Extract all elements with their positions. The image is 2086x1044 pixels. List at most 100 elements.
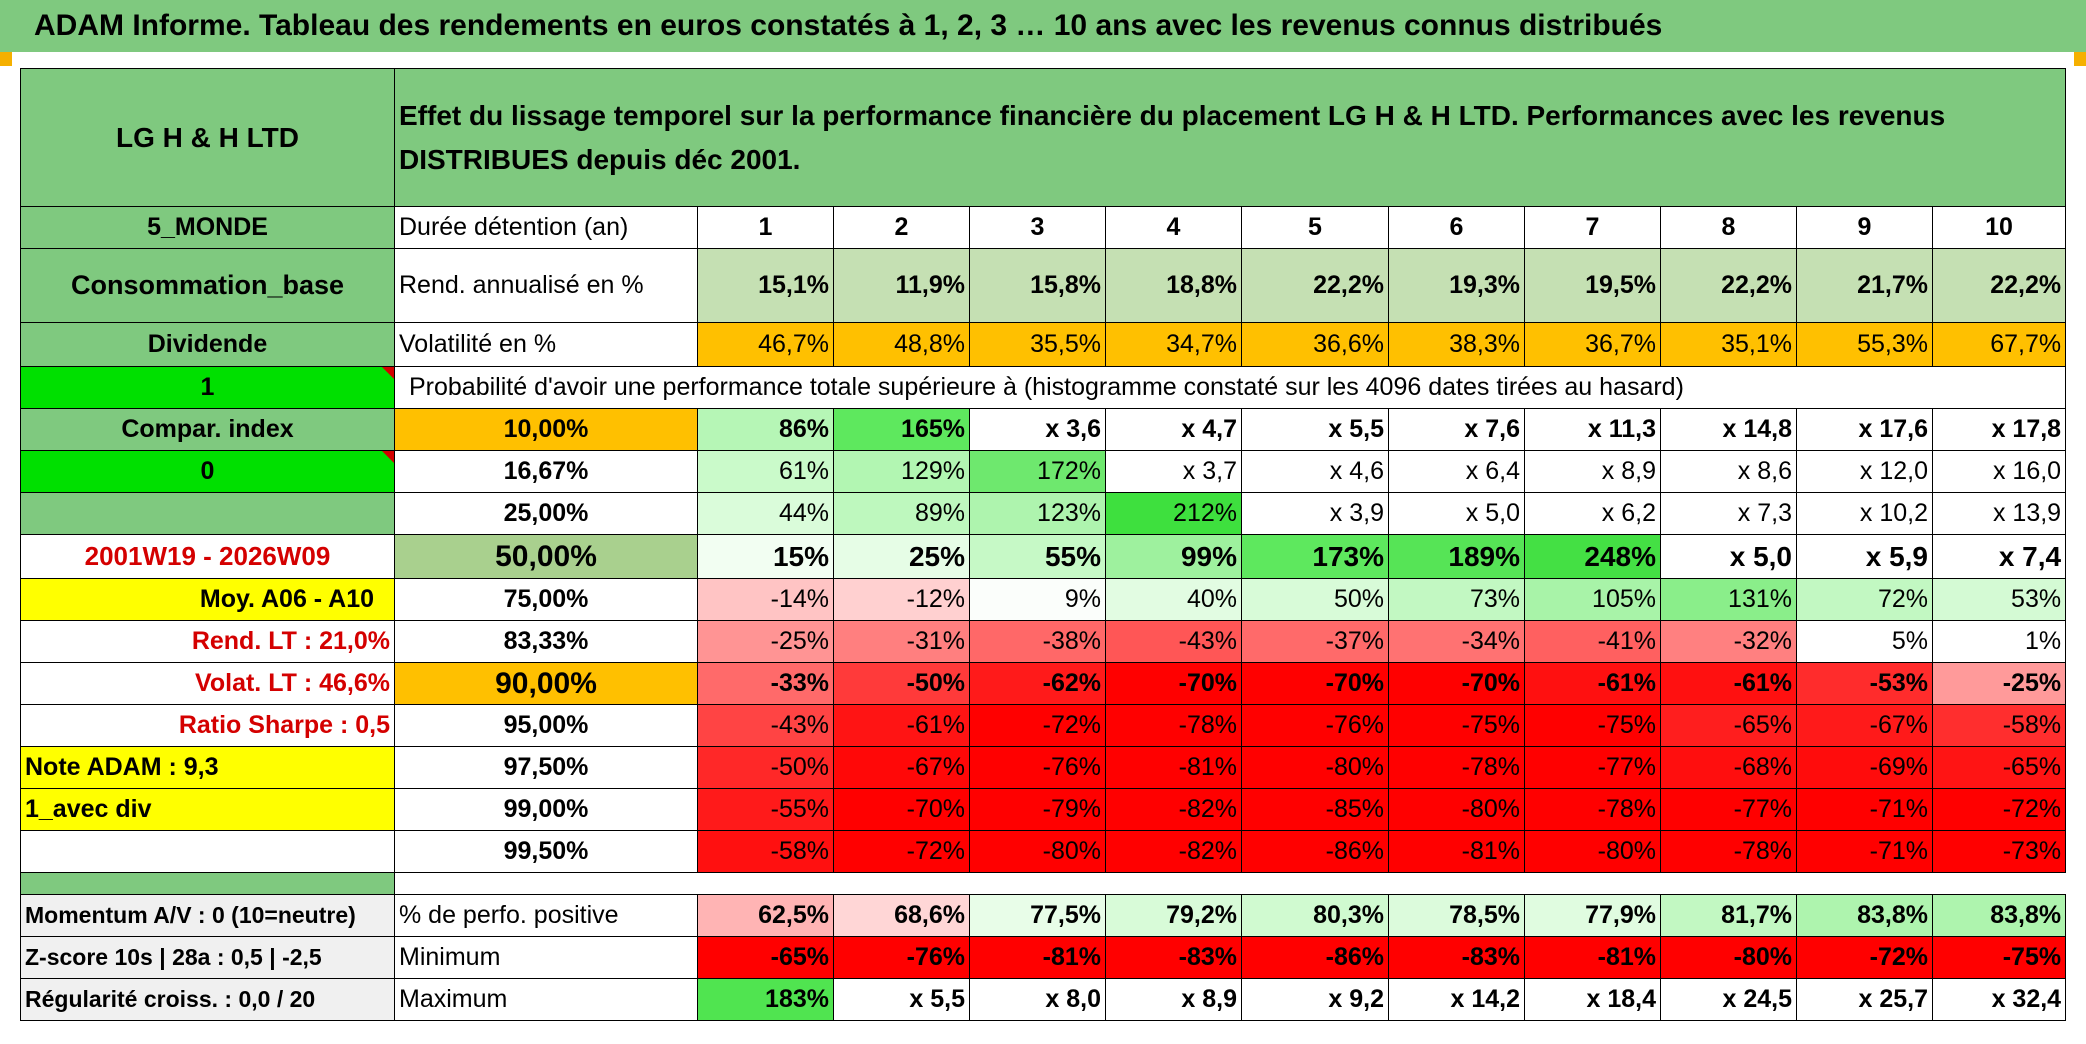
percentile-cell: x 3,9 (1241, 492, 1389, 535)
dividend-label: Dividende (20, 322, 395, 367)
positive-label: % de perfo. positive (394, 894, 698, 937)
positive-cell: 79,2% (1105, 894, 1242, 937)
percentile-cell: 40% (1105, 578, 1242, 621)
percentile-cell: -58% (1931, 704, 2067, 747)
percentile-cell: 172% (969, 450, 1106, 493)
rend-label: Rend. annualisé en % (394, 248, 698, 323)
performance-sheet: LG H & H LTD Effet du lissage temporel s… (20, 68, 2067, 1030)
percentile-cell: -70% (833, 788, 970, 831)
percentile-cell: -58% (697, 830, 834, 873)
maximum-cell: x 25,7 (1796, 978, 1933, 1021)
vol-cell-9: 55,3% (1796, 322, 1933, 367)
percentile-label: 10,00% (394, 408, 698, 451)
vol-cell-5: 36,6% (1241, 322, 1389, 367)
zero-cell[interactable]: 0 (20, 450, 395, 493)
minimum-label: Minimum (394, 936, 698, 979)
percentile-cell: -14% (697, 578, 834, 621)
percentile-cell: -75% (1388, 704, 1525, 747)
percentile-cell: -69% (1796, 746, 1933, 789)
percentile-cell: 5% (1796, 620, 1933, 663)
percentile-cell: -76% (1241, 704, 1389, 747)
percentile-cell: x 14,8 (1660, 408, 1797, 451)
percentile-cell: x 4,6 (1241, 450, 1389, 493)
percentile-cell: -50% (697, 746, 834, 789)
corner-marker (0, 52, 12, 66)
positive-cell: 78,5% (1388, 894, 1525, 937)
minimum-cell: -76% (833, 936, 970, 979)
percentile-cell: -75% (1524, 704, 1661, 747)
one-cell[interactable]: 1 (20, 366, 395, 409)
durations-cell-7: 7 (1524, 206, 1661, 249)
percentile-cell: x 16,0 (1931, 450, 2067, 493)
percentile-cell: x 3,7 (1105, 450, 1242, 493)
percentile-cell: -50% (833, 662, 970, 705)
percentile-cell: -82% (1105, 788, 1242, 831)
percentile-cell: -25% (1931, 662, 2067, 705)
fund-name: LG H & H LTD (20, 68, 395, 207)
percentile-cell: x 7,6 (1388, 408, 1525, 451)
percentile-cell: 105% (1524, 578, 1661, 621)
percentile-cell: 50% (1241, 578, 1389, 621)
note-label: Note ADAM : 9,3 (20, 746, 395, 789)
percentile-label: 99,50% (394, 830, 698, 873)
percentile-cell: -78% (1660, 830, 1797, 873)
profile-label: Consommation_base (20, 248, 395, 323)
positive-cell: 83,8% (1796, 894, 1933, 937)
maximum-cell: x 5,5 (833, 978, 970, 1021)
minimum-cell: -83% (1388, 936, 1525, 979)
percentile-cell: -43% (1105, 620, 1242, 663)
percentile-cell: x 5,0 (1660, 534, 1797, 579)
rend-cell-1: 15,1% (697, 248, 834, 323)
percentile-cell: -65% (1660, 704, 1797, 747)
performance-table: LG H & H LTD Effet du lissage temporel s… (20, 68, 2067, 1021)
percentile-cell: -38% (969, 620, 1106, 663)
percentile-cell: -61% (1524, 662, 1661, 705)
percentile-cell: -85% (1241, 788, 1389, 831)
empty-cell (1932, 366, 2067, 409)
percentile-cell: -25% (697, 620, 834, 663)
momentum-label: Momentum A/V : 0 (10=neutre) (20, 894, 395, 937)
percentile-cell: 61% (697, 450, 834, 493)
percentile-label: 25,00% (394, 492, 698, 535)
percentile-cell: -77% (1660, 788, 1797, 831)
positive-cell: 77,9% (1524, 894, 1661, 937)
rend-cell-8: 22,2% (1660, 248, 1797, 323)
percentile-cell: -67% (1796, 704, 1933, 747)
positive-cell: 77,5% (969, 894, 1106, 937)
durations-cell-3: 3 (969, 206, 1106, 249)
rend-cell-10: 22,2% (1931, 248, 2067, 323)
percentile-cell: -70% (1388, 662, 1525, 705)
vol-cell-4: 34,7% (1105, 322, 1242, 367)
percentile-label: 95,00% (394, 704, 698, 747)
div-label: 1_avec div (20, 788, 395, 831)
percentile-cell: -78% (1388, 746, 1525, 789)
percentile-cell: 86% (697, 408, 834, 451)
percentile-cell: x 10,2 (1796, 492, 1933, 535)
minimum-cell: -80% (1660, 936, 1797, 979)
percentile-cell: 248% (1524, 534, 1661, 579)
percentile-cell: -53% (1796, 662, 1933, 705)
durations-cell-4: 4 (1105, 206, 1242, 249)
minimum-cell: -81% (1524, 936, 1661, 979)
durations-cell-9: 9 (1796, 206, 1933, 249)
sharpe-label: Ratio Sharpe : 0,5 (20, 704, 395, 747)
percentile-cell: x 4,7 (1105, 408, 1242, 451)
rend-cell-3: 15,8% (969, 248, 1106, 323)
durations-cell-8: 8 (1660, 206, 1797, 249)
percentile-cell: -80% (1388, 788, 1525, 831)
percentile-label: 50,00% (394, 534, 698, 579)
percentile-cell: 15% (697, 534, 834, 579)
percentile-label: 97,50% (394, 746, 698, 789)
percentile-cell: 44% (697, 492, 834, 535)
percentile-cell: x 5,5 (1241, 408, 1389, 451)
percentile-cell: x 5,9 (1796, 534, 1933, 579)
vol-cell-2: 48,8% (833, 322, 970, 367)
percentile-cell: -81% (1388, 830, 1525, 873)
durations-cell-1: 1 (697, 206, 834, 249)
percentile-cell: -80% (1241, 746, 1389, 789)
percentile-cell: 123% (969, 492, 1106, 535)
positive-cell: 80,3% (1241, 894, 1389, 937)
durations-cell-6: 6 (1388, 206, 1525, 249)
percentile-cell: -70% (1241, 662, 1389, 705)
percentile-cell: 173% (1241, 534, 1389, 579)
